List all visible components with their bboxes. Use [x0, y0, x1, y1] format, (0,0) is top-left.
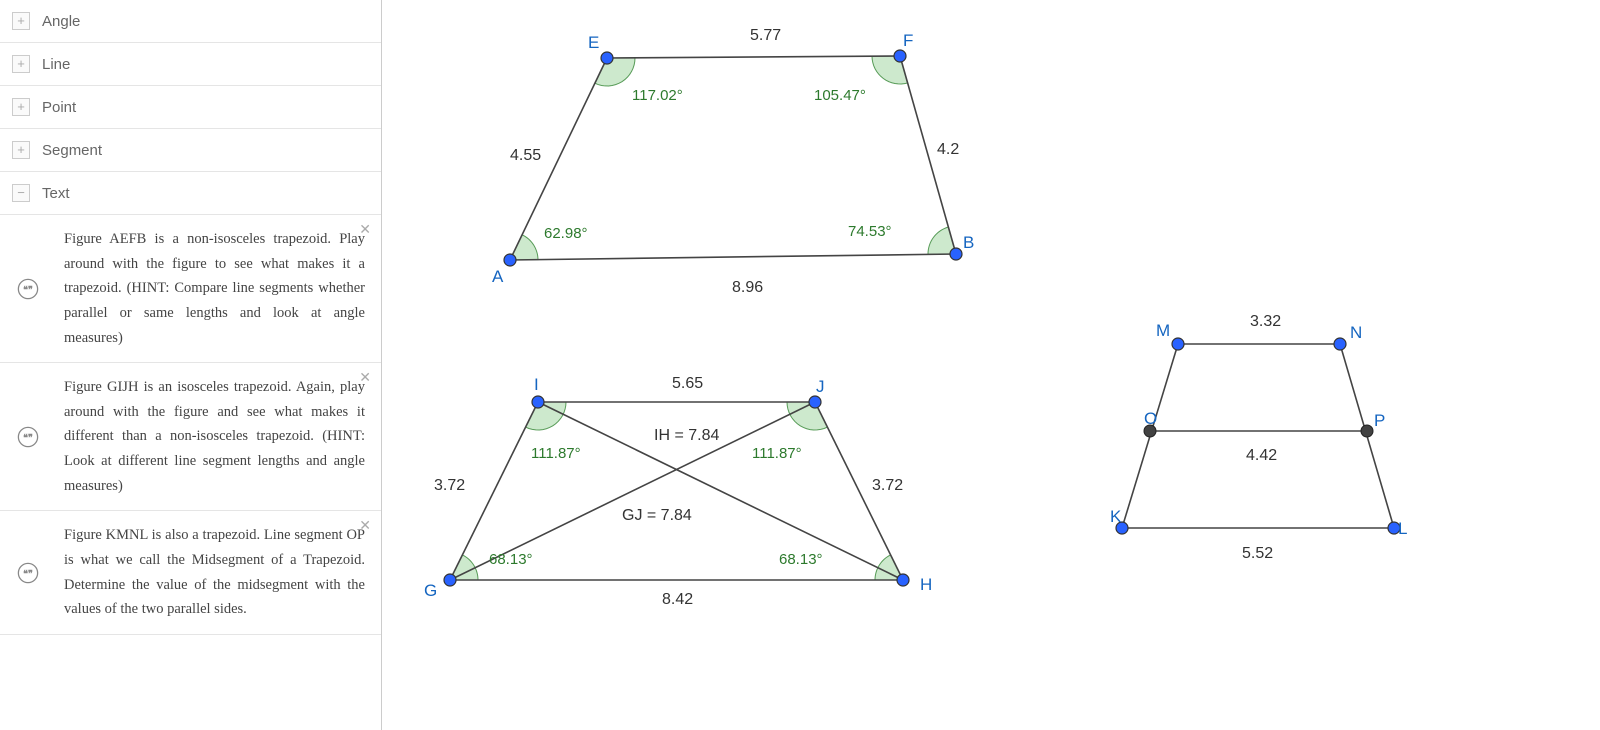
expand-icon[interactable]: +	[12, 141, 30, 159]
svg-text:❝❞: ❝❞	[23, 432, 33, 442]
sidebar-item-text[interactable]: − Text	[0, 172, 381, 215]
svg-text:68.13°: 68.13°	[779, 551, 823, 568]
svg-text:3.72: 3.72	[434, 477, 465, 494]
svg-text:74.53°: 74.53°	[848, 223, 892, 240]
text-object-content: Figure KMNL is also a trapezoid. Line se…	[46, 521, 373, 624]
collapse-icon[interactable]: −	[12, 184, 30, 202]
svg-text:H: H	[920, 575, 932, 594]
svg-text:8.42: 8.42	[662, 591, 693, 608]
expand-icon[interactable]: +	[12, 98, 30, 116]
text-object-1[interactable]: ❝❞ Figure AEFB is a non-isosceles trapez…	[0, 215, 381, 363]
svg-text:IH = 7.84: IH = 7.84	[654, 427, 719, 444]
text-object-3[interactable]: ❝❞ Figure KMNL is also a trapezoid. Line…	[0, 511, 381, 635]
svg-text:J: J	[816, 377, 825, 396]
sidebar-item-angle[interactable]: + Angle	[0, 0, 381, 43]
svg-text:5.77: 5.77	[750, 27, 781, 44]
svg-text:62.98°: 62.98°	[544, 225, 588, 242]
svg-text:GJ = 7.84: GJ = 7.84	[622, 507, 692, 524]
svg-text:3.32: 3.32	[1250, 313, 1281, 330]
svg-text:G: G	[424, 581, 437, 600]
sidebar-item-label: Text	[42, 185, 70, 202]
svg-text:105.47°: 105.47°	[814, 87, 866, 104]
svg-text:E: E	[588, 33, 599, 52]
expand-icon[interactable]: +	[12, 55, 30, 73]
svg-text:I: I	[534, 375, 539, 394]
svg-text:111.87°: 111.87°	[752, 445, 802, 462]
svg-text:B: B	[963, 233, 974, 252]
svg-text:5.52: 5.52	[1242, 545, 1273, 562]
svg-text:3.72: 3.72	[872, 477, 903, 494]
svg-text:❝❞: ❝❞	[23, 284, 33, 294]
quote-icon: ❝❞	[10, 373, 46, 500]
graphics-canvas[interactable]: A E F B 5.77 4.55 4.2 8.96 62.98° 117.02° 105.47° 7…	[382, 0, 1600, 730]
quote-icon: ❝❞	[10, 225, 46, 352]
close-icon[interactable]: ✕	[359, 221, 371, 238]
svg-text:❝❞: ❝❞	[23, 568, 33, 578]
close-icon[interactable]: ✕	[359, 369, 371, 386]
text-object-content: Figure GIJH is an isosceles trapezoid. A…	[46, 373, 373, 500]
text-object-content: Figure AEFB is a non-isosceles trapezoid…	[46, 225, 373, 352]
quote-icon: ❝❞	[10, 521, 46, 624]
sidebar-item-label: Line	[42, 56, 70, 73]
sidebar-item-label: Angle	[42, 13, 80, 30]
svg-text:111.87°: 111.87°	[531, 445, 581, 462]
svg-text:117.02°: 117.02°	[632, 87, 683, 104]
svg-text:8.96: 8.96	[732, 279, 763, 296]
svg-text:L: L	[1398, 519, 1407, 538]
sidebar-item-label: Point	[42, 99, 76, 116]
svg-text:4.2: 4.2	[937, 141, 959, 158]
svg-text:4.42: 4.42	[1246, 447, 1277, 464]
expand-icon[interactable]: +	[12, 12, 30, 30]
svg-text:68.13°: 68.13°	[489, 551, 533, 568]
close-icon[interactable]: ✕	[359, 517, 371, 534]
svg-text:O: O	[1144, 409, 1157, 428]
sidebar-item-line[interactable]: + Line	[0, 43, 381, 86]
sidebar-item-point[interactable]: + Point	[0, 86, 381, 129]
svg-text:5.65: 5.65	[672, 375, 703, 392]
svg-text:4.55: 4.55	[510, 147, 541, 164]
sidebar-item-segment[interactable]: + Segment	[0, 129, 381, 172]
svg-text:M: M	[1156, 321, 1170, 340]
svg-text:A: A	[492, 267, 504, 286]
svg-text:K: K	[1110, 507, 1122, 526]
algebra-sidebar: + Angle + Line + Point + Segment − Text …	[0, 0, 382, 730]
sidebar-item-label: Segment	[42, 142, 102, 159]
geometry-svg[interactable]: A E F B 5.77 4.55 4.2 8.96 62.98° 117.02° 105.47° 7…	[382, 0, 1600, 730]
svg-text:P: P	[1374, 411, 1385, 430]
text-object-2[interactable]: ❝❞ Figure GIJH is an isosceles trapezoid…	[0, 363, 381, 511]
svg-text:F: F	[903, 31, 913, 50]
svg-text:N: N	[1350, 323, 1362, 342]
